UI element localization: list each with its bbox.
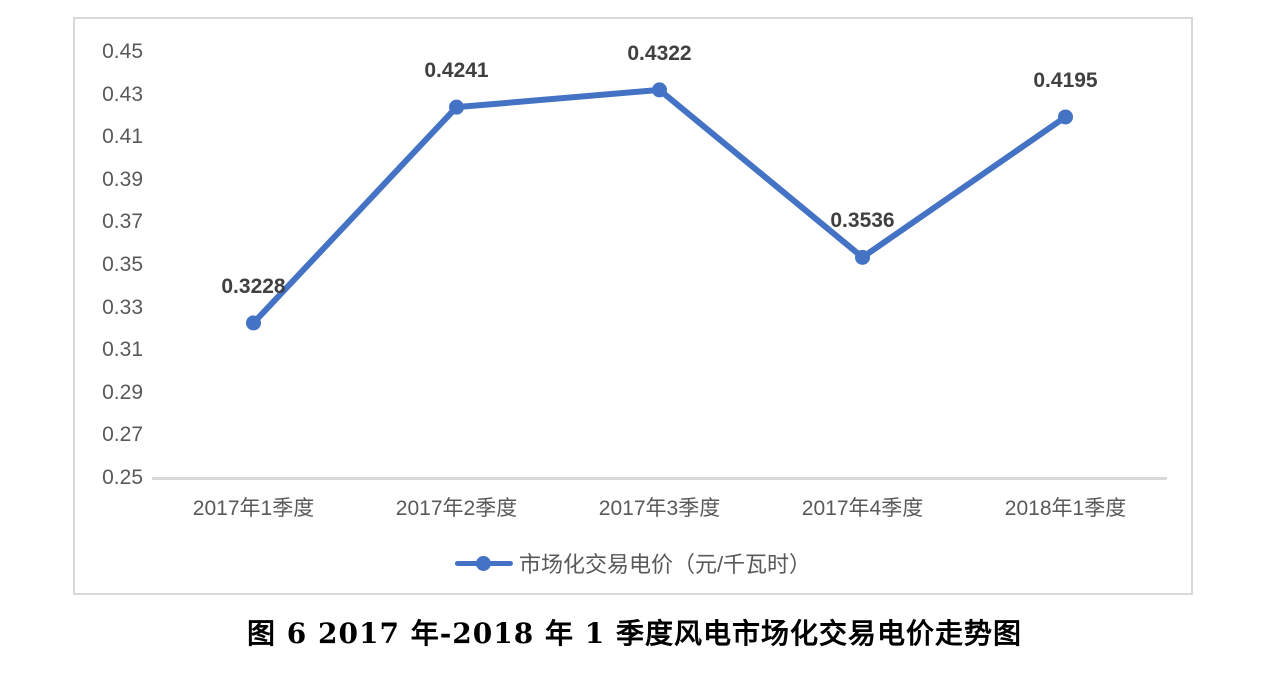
series-line [250, 86, 1069, 326]
x-axis-tick-label: 2018年1季度 [1004, 497, 1127, 520]
data-point-label: 0.3536 [830, 209, 895, 233]
chart-container: 0.45 0.43 0.41 0.39 0.37 0.35 0.33 0.31 0.29 0.27… [73, 17, 1193, 595]
data-point-label: 0.3228 [221, 274, 286, 298]
data-point-marker [855, 249, 870, 265]
x-axis-tick-label: 2017年2季度 [395, 497, 518, 520]
data-point-label: 0.4195 [1033, 68, 1098, 92]
x-axis-line [152, 477, 1167, 480]
y-axis-tick-label: 0.31 [102, 338, 143, 362]
data-point-label: 0.4241 [424, 59, 489, 83]
y-axis-tick-label: 0.43 [102, 82, 143, 106]
x-axis-tick-label: 2017年4季度 [801, 497, 924, 520]
y-axis-tick-label: 0.45 [102, 40, 143, 63]
line-series-plot [246, 82, 1073, 331]
data-point-marker [449, 99, 464, 115]
y-axis-tick-label: 0.41 [102, 125, 143, 149]
y-axis-tick-label: 0.35 [102, 253, 143, 276]
x-axis-tick-label: 2017年1季度 [192, 497, 315, 520]
y-axis-tick-label: 0.37 [102, 210, 143, 234]
data-point-label: 0.4322 [627, 41, 692, 65]
y-axis-tick-label: 0.33 [102, 295, 143, 319]
legend-line-marker-icon [454, 555, 513, 571]
figure-caption: 图 6 2017 年-2018 年 1 季度风电市场化交易电价走势图 [247, 617, 1022, 650]
y-axis-tick-label: 0.29 [102, 380, 143, 404]
y-axis-tick-label: 0.25 [102, 466, 143, 489]
x-axis-tick-label: 2017年3季度 [598, 497, 721, 520]
data-point-marker [246, 315, 261, 331]
data-point-marker [652, 82, 667, 98]
y-axis-tick-label: 0.27 [102, 423, 143, 447]
legend-label: 市场化交易电价（元/千瓦时） [518, 552, 812, 577]
legend: 市场化交易电价（元/千瓦时） [454, 547, 812, 579]
y-axis-tick-label: 0.39 [102, 167, 143, 191]
data-point-marker [1058, 109, 1073, 125]
